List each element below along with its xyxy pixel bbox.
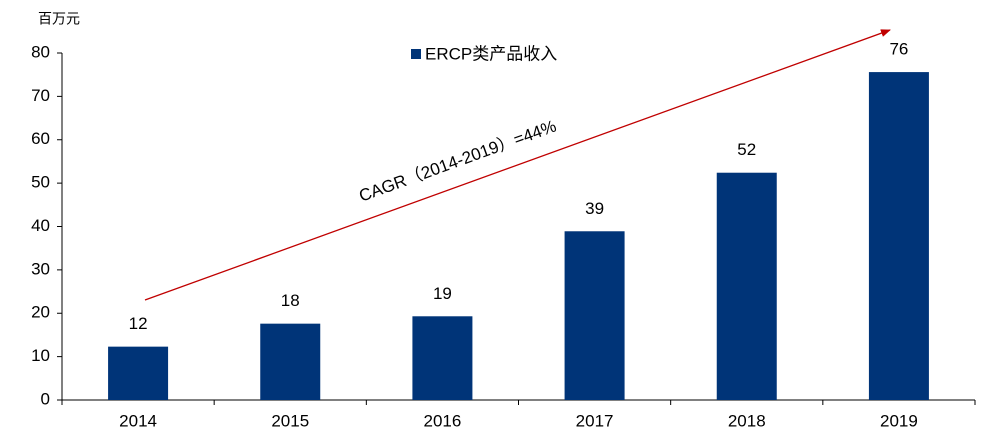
- data-label: 18: [281, 291, 300, 310]
- x-tick-label: 2018: [728, 411, 766, 430]
- data-label: 12: [129, 314, 148, 333]
- y-tick-label: 60: [31, 129, 50, 148]
- y-tick-label: 50: [31, 173, 50, 192]
- bar: [108, 346, 169, 400]
- bar: [260, 323, 321, 400]
- bar: [716, 172, 777, 400]
- y-tick-label: 80: [31, 42, 50, 61]
- x-tick-label: 2019: [880, 411, 918, 430]
- cagr-arrow: [144, 29, 891, 301]
- y-tick-label: 40: [31, 216, 50, 235]
- x-tick-label: 2017: [576, 411, 614, 430]
- bar: [412, 316, 473, 400]
- y-tick-label: 70: [31, 86, 50, 105]
- y-tick-label: 0: [41, 389, 50, 408]
- data-label: 19: [433, 284, 452, 303]
- legend-label: ERCP类产品收入: [425, 44, 557, 63]
- y-tick-label: 10: [31, 346, 50, 365]
- y-tick-label: 30: [31, 259, 50, 278]
- x-tick-label: 2014: [119, 411, 157, 430]
- data-label: 52: [737, 140, 756, 159]
- y-tick-label: 20: [31, 303, 50, 322]
- bar: [868, 72, 929, 401]
- legend-swatch: [411, 49, 421, 59]
- data-label: 39: [585, 199, 604, 218]
- unit-label: 百万元: [38, 11, 80, 27]
- bar: [564, 231, 625, 400]
- x-tick-label: 2015: [271, 411, 309, 430]
- data-label: 76: [889, 40, 908, 59]
- x-tick-label: 2016: [424, 411, 462, 430]
